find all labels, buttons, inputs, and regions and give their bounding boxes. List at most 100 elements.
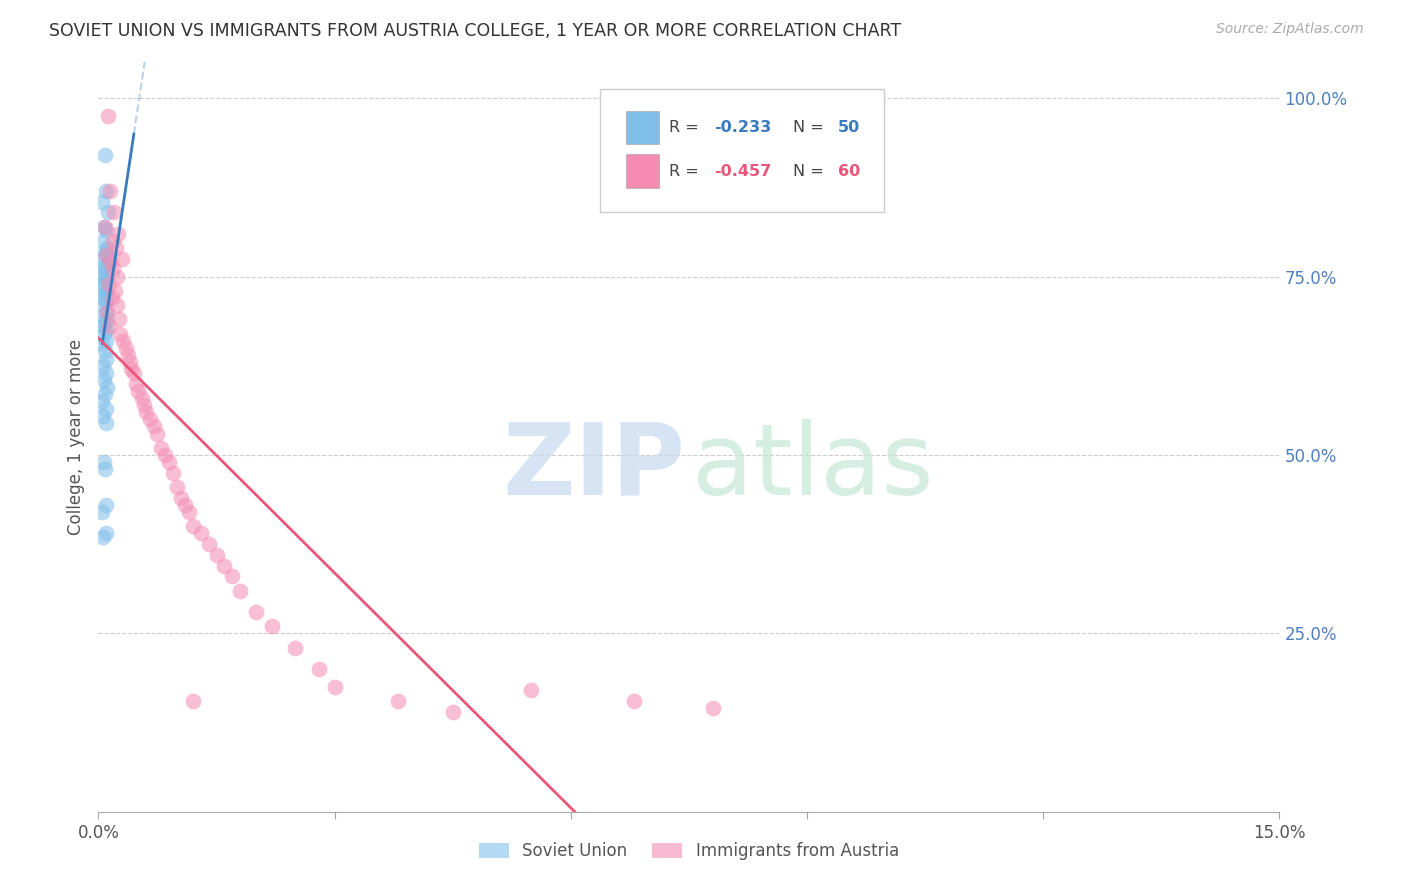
Point: [181, 694, 204, 708]
FancyBboxPatch shape: [600, 88, 884, 212]
Point: [138, 412, 160, 426]
Point: [93, 373, 115, 387]
Point: [94, 305, 117, 319]
Text: N =: N =: [793, 163, 828, 178]
Point: [110, 326, 132, 341]
Point: [93, 462, 115, 476]
Point: [221, 569, 243, 583]
Point: [98, 184, 121, 198]
Point: [96, 184, 118, 198]
Point: [132, 398, 155, 412]
Point: [93, 277, 115, 291]
Point: [105, 298, 128, 312]
Point: [323, 680, 346, 694]
Point: [91, 505, 114, 519]
Legend: Soviet Union, Immigrants from Austria: Soviet Union, Immigrants from Austria: [472, 836, 905, 867]
Point: [97, 255, 120, 269]
Text: N =: N =: [793, 120, 828, 135]
Point: [101, 291, 124, 305]
Point: [98, 277, 121, 291]
Point: [623, 694, 645, 708]
Point: [91, 266, 114, 280]
Point: [111, 334, 134, 348]
Point: [111, 252, 134, 266]
Point: [94, 526, 117, 541]
Point: [155, 448, 177, 462]
Point: [100, 255, 122, 269]
Point: [94, 284, 117, 298]
Point: [94, 223, 117, 237]
Point: [103, 205, 125, 219]
Point: [115, 341, 138, 355]
Point: [96, 401, 118, 416]
Point: [91, 280, 114, 294]
Point: [214, 558, 236, 573]
Point: [107, 227, 129, 241]
Text: -0.233: -0.233: [714, 120, 770, 135]
Point: [91, 359, 114, 373]
Point: [93, 219, 115, 234]
Point: [96, 351, 118, 366]
Point: [93, 316, 115, 330]
Point: [91, 337, 114, 351]
Point: [97, 205, 120, 219]
Point: [177, 505, 200, 519]
Point: [96, 248, 118, 262]
FancyBboxPatch shape: [626, 111, 659, 145]
Point: [146, 426, 169, 441]
Point: [166, 480, 188, 494]
Point: [93, 298, 115, 312]
Point: [93, 387, 115, 401]
Point: [97, 109, 120, 123]
Point: [91, 291, 114, 305]
Point: [520, 683, 543, 698]
Point: [135, 405, 157, 419]
Point: [117, 348, 139, 362]
Point: [131, 391, 153, 405]
Point: [122, 366, 145, 380]
Text: 50: 50: [838, 120, 860, 135]
Point: [308, 662, 330, 676]
Text: R =: R =: [669, 120, 704, 135]
Point: [142, 419, 165, 434]
Point: [284, 640, 307, 655]
Text: SOVIET UNION VS IMMIGRANTS FROM AUSTRIA COLLEGE, 1 YEAR OR MORE CORRELATION CHAR: SOVIET UNION VS IMMIGRANTS FROM AUSTRIA …: [49, 22, 901, 40]
Point: [91, 319, 114, 334]
Point: [93, 455, 115, 469]
Text: R =: R =: [669, 163, 704, 178]
Point: [96, 248, 118, 262]
Y-axis label: College, 1 year or more: College, 1 year or more: [66, 339, 84, 535]
Point: [103, 262, 125, 277]
Point: [96, 498, 118, 512]
Point: [96, 323, 118, 337]
Text: Source: ZipAtlas.com: Source: ZipAtlas.com: [1216, 22, 1364, 37]
Point: [190, 526, 212, 541]
Point: [93, 148, 115, 162]
Point: [93, 219, 115, 234]
Point: [181, 519, 204, 533]
Point: [91, 234, 114, 248]
Point: [91, 394, 114, 409]
Point: [96, 273, 118, 287]
Point: [174, 498, 197, 512]
Point: [157, 455, 180, 469]
Point: [150, 441, 173, 455]
Point: [91, 409, 114, 423]
FancyBboxPatch shape: [626, 154, 659, 188]
Point: [94, 366, 117, 380]
Point: [125, 376, 148, 391]
Point: [96, 305, 118, 319]
Point: [96, 312, 118, 326]
Point: [104, 284, 127, 298]
Point: [101, 234, 124, 248]
Point: [91, 530, 114, 544]
Point: [93, 244, 115, 259]
Point: [205, 548, 228, 562]
Point: [108, 312, 131, 326]
Point: [94, 416, 117, 430]
Point: [170, 491, 193, 505]
Point: [441, 705, 464, 719]
Point: [94, 262, 117, 277]
Point: [702, 701, 724, 715]
Point: [94, 334, 117, 348]
